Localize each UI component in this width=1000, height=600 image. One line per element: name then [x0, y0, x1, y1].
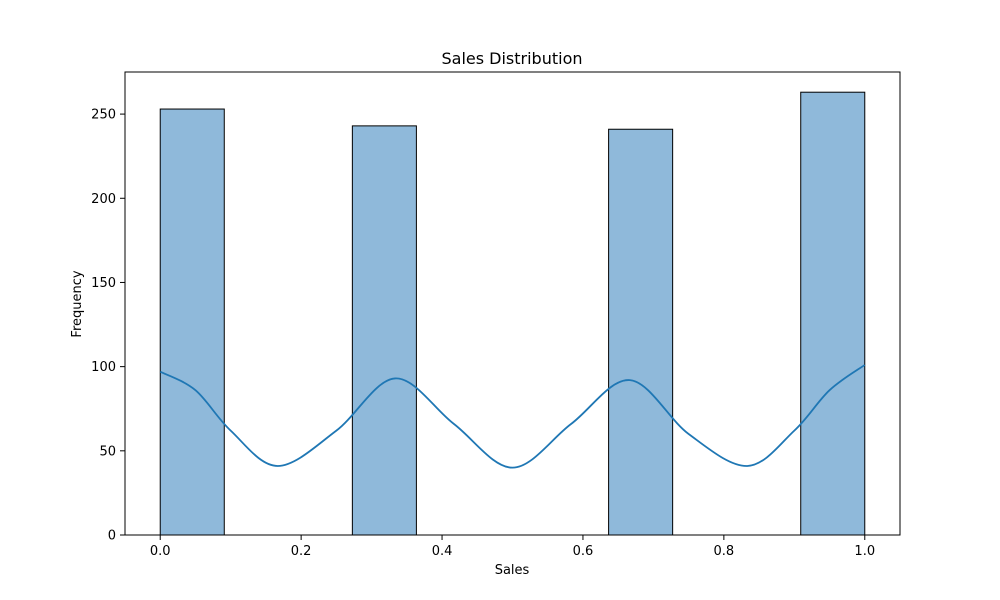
- chart-title: Sales Distribution: [441, 49, 582, 68]
- x-tick-label: 0.4: [432, 544, 453, 559]
- plot-area: [124, 71, 901, 536]
- x-tick-label: 0.2: [291, 544, 312, 559]
- y-tick-label: 0: [108, 529, 116, 544]
- histogram-bar-4: [800, 91, 866, 536]
- y-tick-label: 150: [91, 276, 116, 291]
- x-axis: 0.0 0.2 0.4 0.6 0.8 1.0: [150, 535, 875, 559]
- y-tick-label: 100: [91, 360, 116, 375]
- x-tick-label: 0.8: [714, 544, 735, 559]
- histogram-bars: [159, 91, 866, 536]
- y-tick-label: 200: [91, 192, 116, 207]
- y-axis: 0 50 100 150 200 250: [91, 108, 125, 544]
- plot-frame: [124, 71, 901, 536]
- x-tick-label: 1.0: [854, 544, 875, 559]
- x-tick-label: 0.0: [150, 544, 171, 559]
- histogram-bar-2: [351, 125, 417, 536]
- x-tick-label: 0.6: [573, 544, 594, 559]
- kde-line: [159, 364, 866, 469]
- y-axis-label: Frequency: [70, 270, 85, 337]
- y-tick-label: 50: [99, 444, 116, 459]
- histogram-bar-1: [159, 108, 225, 536]
- histogram-bar-3: [608, 128, 674, 536]
- y-tick-label: 250: [91, 108, 116, 123]
- x-axis-label: Sales: [495, 563, 530, 578]
